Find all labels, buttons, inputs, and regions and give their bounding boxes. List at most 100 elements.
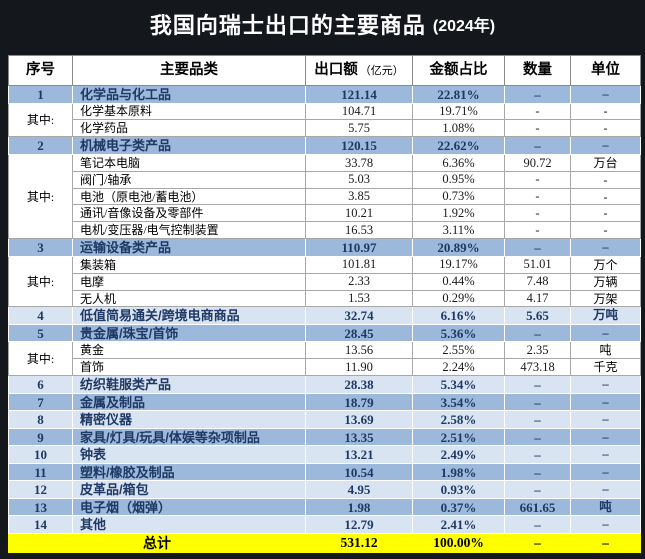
cell-unit: – xyxy=(570,410,641,429)
cell-serial: 4 xyxy=(8,306,73,325)
col-header-export-label: 出口额 xyxy=(314,62,358,79)
sub-item-row: 通讯/音像设备及零部件 10.21 1.92% - - xyxy=(9,204,641,223)
cell-share: 5.36% xyxy=(412,323,505,343)
cell-category: 金属及制品 xyxy=(72,392,306,412)
cell-qty: – xyxy=(504,136,571,155)
cell-category: 电机/变压器/电气控制装置 xyxy=(72,221,306,240)
cell-share: 1.08% xyxy=(412,119,505,138)
cell-unit: – xyxy=(570,532,641,554)
cell-unit: – xyxy=(570,462,641,482)
cell-share: 2.51% xyxy=(412,427,505,447)
cell-category: 笔记本电脑 xyxy=(72,153,306,172)
table-body: 1 化学品与化工品 121.14 22.81% – – 其中: 化学基本原料 104.71 19.… xyxy=(8,85,641,554)
category-row: 7 金属及制品 18.79 3.54% – – xyxy=(8,392,641,412)
cell-export: 13.56 xyxy=(305,341,413,360)
cell-unit: – xyxy=(570,427,641,447)
col-header-share: 金额占比 xyxy=(412,55,505,86)
cell-serial: 3 xyxy=(8,238,73,257)
cell-category: 化学品与化工品 xyxy=(72,85,306,104)
sub-item-row: 电池（原电池/蓄电池） 3.85 0.73% - - xyxy=(9,187,641,206)
cell-share: 2.55% xyxy=(412,341,505,360)
cell-unit: - xyxy=(570,221,641,240)
cell-qty: 90.72 xyxy=(504,153,571,172)
cell-qty: – xyxy=(504,375,571,394)
cell-serial: 1 xyxy=(8,85,73,104)
cell-qty: – xyxy=(504,462,571,482)
cell-category: 贵金属/珠宝/首饰 xyxy=(72,323,306,343)
cell-share: 19.17% xyxy=(412,255,505,274)
cell-qty: - xyxy=(504,119,571,138)
col-header-export-sublabel: （亿元） xyxy=(359,65,404,78)
cell-unit: 吨 xyxy=(570,341,641,360)
cell-unit: – xyxy=(570,375,641,394)
cell-qty: 661.65 xyxy=(504,497,571,517)
cell-share: 100.00% xyxy=(412,532,505,554)
cell-unit: – xyxy=(570,515,641,534)
cell-share: 6.16% xyxy=(412,306,505,325)
sub-item-row: 其中: 笔记本电脑 33.78 6.36% 90.72 万台 xyxy=(8,153,641,240)
cell-export: 1.98 xyxy=(305,497,413,517)
cell-serial: 9 xyxy=(8,427,73,447)
sub-item-row: 电摩 2.33 0.44% 7.48 万辆 xyxy=(9,272,641,291)
cell-share: 3.54% xyxy=(412,392,505,412)
cell-qty: – xyxy=(504,532,571,554)
cell-qty: 7.48 xyxy=(504,272,571,291)
cell-unit: 万个 xyxy=(570,255,641,274)
col-header-qty: 数量 xyxy=(504,55,571,86)
cell-unit: – xyxy=(570,445,641,464)
category-row: 1 化学品与化工品 121.14 22.81% – – xyxy=(8,85,641,104)
page-title: 我国向瑞士出口的主要商品 xyxy=(149,12,426,38)
cell-qty: – xyxy=(504,323,571,343)
sub-item-row: 首饰 11.90 2.24% 473.18 千克 xyxy=(9,358,641,377)
cell-category: 家具/灯具/玩具/体娱等杂项制品 xyxy=(72,427,306,447)
cell-share: 22.81% xyxy=(412,85,505,104)
cell-unit: – xyxy=(570,85,641,104)
cell-share: 6.36% xyxy=(412,153,505,172)
cell-export: 28.45 xyxy=(305,323,413,343)
page-title-year: (2024年) xyxy=(432,17,496,35)
sub-item-row: 化学药品 5.75 1.08% - - xyxy=(9,119,641,138)
category-row: 12 皮革品/箱包 4.95 0.93% – – xyxy=(8,480,641,499)
cell-qty: - xyxy=(504,204,571,223)
cell-unit: - xyxy=(570,170,641,189)
cell-serial: 11 xyxy=(8,462,73,482)
title-band: 我国向瑞士出口的主要商品 (2024年) xyxy=(0,0,645,55)
cell-share: 0.73% xyxy=(412,187,505,206)
cell-export: 2.33 xyxy=(305,272,413,291)
category-row: 3 运输设备类产品 110.97 20.89% – – xyxy=(8,238,641,257)
cell-export: 11.90 xyxy=(305,358,413,377)
cell-serial: 6 xyxy=(8,375,73,394)
col-header-unit: 单位 xyxy=(570,55,641,86)
cell-qty: – xyxy=(504,392,571,412)
cell-qty: - xyxy=(504,102,571,121)
cell-serial: 10 xyxy=(8,445,73,464)
cell-category: 集装箱 xyxy=(72,255,306,274)
cell-qty: 2.35 xyxy=(504,341,571,360)
cell-category: 塑料/橡胶及制品 xyxy=(72,462,306,482)
cell-export: 18.79 xyxy=(305,392,413,412)
cell-qty: – xyxy=(504,445,571,464)
cell-share: 5.34% xyxy=(412,375,505,394)
cell-export: 1.53 xyxy=(305,289,413,308)
cell-share: 2.58% xyxy=(412,410,505,429)
cell-category: 机械电子类产品 xyxy=(72,136,306,155)
cell-share: 0.29% xyxy=(412,289,505,308)
cell-qty: - xyxy=(504,221,571,240)
sub-item-row: 无人机 1.53 0.29% 4.17 万架 xyxy=(9,289,641,308)
category-row: 9 家具/灯具/玩具/体娱等杂项制品 13.35 2.51% – – xyxy=(8,427,641,447)
cell-qty: – xyxy=(504,85,571,104)
cell-share: 1.98% xyxy=(412,462,505,482)
cell-share: 0.44% xyxy=(412,272,505,291)
cell-serial: 12 xyxy=(8,480,73,499)
sub-item-row: 阀门/轴承 5.03 0.95% - - xyxy=(9,170,641,189)
cell-share: 19.71% xyxy=(412,102,505,121)
cell-group-label: 其中: xyxy=(8,341,73,377)
cell-unit: – xyxy=(570,136,641,155)
cell-share: 2.49% xyxy=(412,445,505,464)
cell-share: 0.95% xyxy=(412,170,505,189)
cell-unit: 万架 xyxy=(570,289,641,308)
cell-category: 化学基本原料 xyxy=(72,102,306,121)
cell-share: 1.92% xyxy=(412,204,505,223)
cell-export: 110.97 xyxy=(305,238,413,257)
